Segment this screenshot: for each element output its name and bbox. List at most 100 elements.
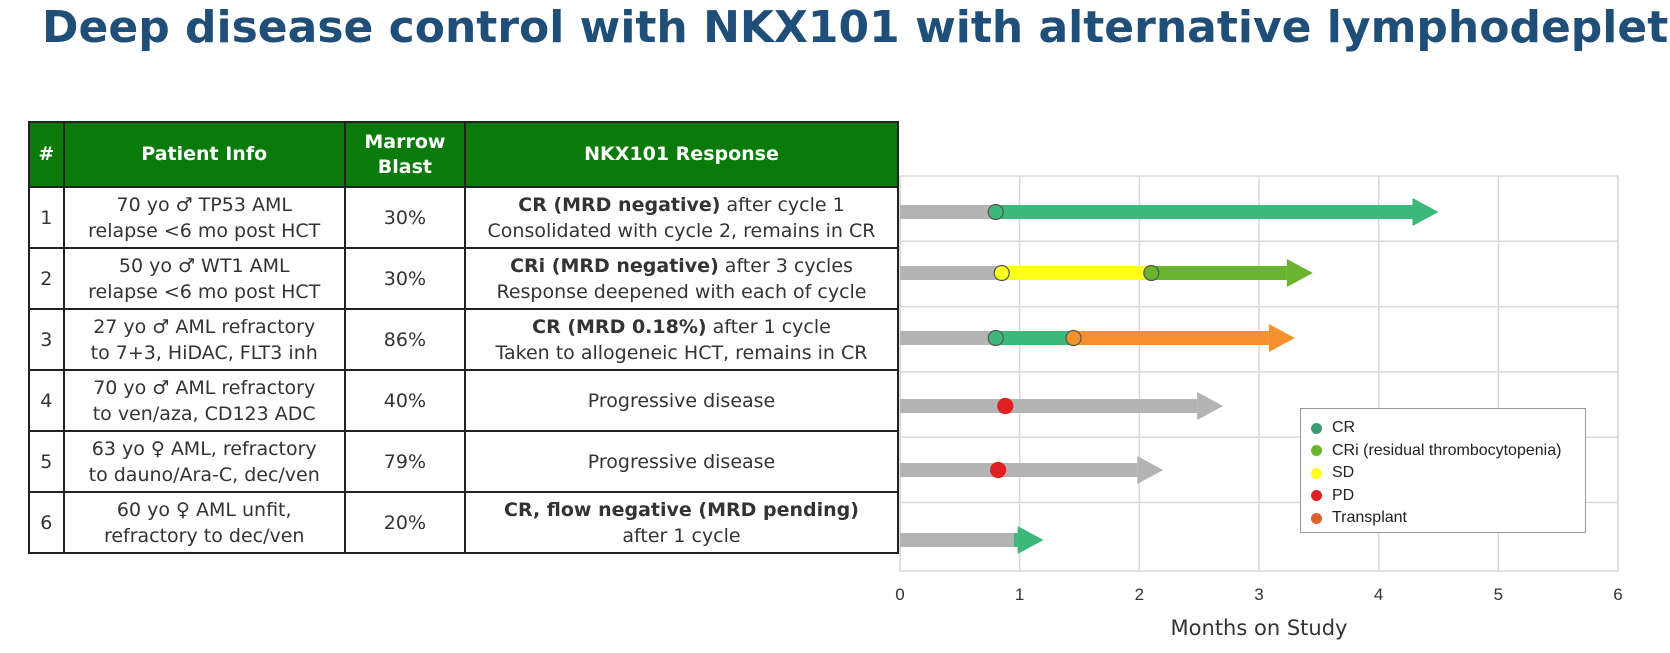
- cell-patient-info: 63 yo ♀ AML, refractory to dauno/Ara-C, d…: [62, 430, 346, 493]
- cell-patient-info: 70 yo ♂ AML refractory to ven/aza, CD123 …: [62, 369, 346, 432]
- patient-info-line1: 50 yo ♂ WT1 AML: [118, 254, 290, 277]
- legend-label: SD: [1332, 464, 1355, 481]
- response-line1: CRi (MRD negative) after 3 cycles: [470, 253, 893, 279]
- swimmer-bar-segment: [1001, 266, 1152, 280]
- patient-number: 2: [40, 267, 53, 290]
- x-axis-label: Months on Study: [1171, 616, 1348, 640]
- patient-number: 4: [40, 389, 53, 412]
- response-detail: after 1 cycle: [622, 524, 741, 547]
- legend-dot-icon: [1311, 512, 1322, 524]
- marrow-blast-value: 30%: [383, 206, 427, 229]
- swimmer-arrow-head: [1412, 198, 1439, 226]
- cell-patient-info: 27 yo ♂ AML refractory to 7+3, HiDAC, FLT…: [62, 308, 346, 371]
- patient-info-line1: 63 yo ♀ AML, refractory: [91, 437, 317, 460]
- cell-response: CR, flow negative (MRD pending) after 1 c…: [464, 491, 899, 554]
- response-emphasis: CR (MRD 0.18%): [532, 315, 707, 338]
- patient-info-line2: refractory to dec/ven: [103, 524, 305, 547]
- cell-num: 3: [28, 308, 65, 371]
- response-detail: Taken to allogeneic HCT, remains in CR: [495, 341, 868, 364]
- cell-response: Progressive disease: [464, 369, 899, 432]
- event-marker: [987, 329, 1004, 347]
- cell-marrow-blast: 86%: [343, 308, 467, 371]
- patient-info-line1: 27 yo ♂ AML refractory: [93, 315, 316, 338]
- legend-item: CR: [1311, 419, 1355, 437]
- patient-info-line1: 70 yo ♂ TP53 AML: [116, 193, 292, 216]
- marrow-blast-value: 86%: [383, 328, 427, 351]
- swimmer-bar-segment: [900, 205, 996, 219]
- marrow-blast-value: 30%: [383, 267, 427, 290]
- cell-num: 2: [28, 247, 65, 310]
- patient-info-line1: 70 yo ♂ AML refractory: [93, 376, 316, 399]
- patient-info-line2: to dauno/Ara-C, dec/ven: [88, 463, 320, 486]
- swimmer-bar-segment: [1013, 533, 1018, 547]
- legend-item: PD: [1311, 487, 1354, 505]
- cell-marrow-blast: 30%: [343, 186, 467, 249]
- swimmer-bar-segment: [900, 266, 1002, 280]
- patient-number: 1: [40, 206, 53, 229]
- response-text: after 1 cycle: [706, 315, 831, 338]
- response-emphasis: CR, flow negative (MRD pending): [504, 498, 859, 521]
- legend-dot-icon: [1311, 445, 1322, 456]
- marrow-blast-value: 79%: [383, 450, 427, 473]
- x-tick-label: 0: [895, 585, 904, 604]
- legend-dot-icon: [1311, 490, 1322, 501]
- legend-label: PD: [1332, 486, 1355, 504]
- swimmer-bar-segment: [1151, 266, 1287, 280]
- legend-label: Transplant: [1332, 509, 1407, 526]
- swimmer-arrow-head: [1017, 526, 1044, 554]
- cell-patient-info: 70 yo ♂ TP53 AML relapse <6 mo post HCT: [62, 186, 346, 249]
- marrow-blast-value: 40%: [383, 389, 427, 412]
- response-line1: Progressive disease: [470, 449, 893, 475]
- patient-table: # Patient Info Marrow Blast NKX101 Respo…: [28, 121, 899, 554]
- cell-patient-info: 50 yo ♂ WT1 AML relapse <6 mo post HCT: [62, 247, 346, 310]
- header-marrow-blast-line2: Blast: [377, 155, 432, 178]
- cell-marrow-blast: 40%: [343, 369, 467, 432]
- x-tick-label: 1: [1015, 585, 1024, 604]
- marrow-blast-value: 20%: [383, 511, 427, 534]
- response-detail: Consolidated with cycle 2, remains in CR: [487, 219, 876, 242]
- cell-response: CRi (MRD negative) after 3 cycles Respons…: [464, 247, 899, 310]
- response-line1: CR, flow negative (MRD pending): [470, 497, 893, 523]
- chart-legend: CR CRi (residual thrombocytopenia) SD PD Tra…: [1300, 408, 1586, 533]
- patient-info-line2: relapse <6 mo post HCT: [88, 219, 321, 242]
- table-row: 3 27 yo ♂ AML refractory to 7+3, HiDAC, FL…: [28, 308, 899, 371]
- response-text: Progressive disease: [587, 450, 776, 473]
- event-marker: [987, 203, 1004, 221]
- swimmer-bar-segment: [1073, 331, 1269, 345]
- header-marrow-blast-line1: Marrow: [364, 130, 446, 153]
- response-text: after 3 cycles: [718, 254, 853, 277]
- cell-patient-info: 60 yo ♀ AML unfit, refractory to dec/ven: [62, 491, 346, 554]
- response-line1: CR (MRD 0.18%) after 1 cycle: [470, 314, 893, 340]
- swimmer-bar-segment: [900, 331, 996, 345]
- table-row: 5 63 yo ♀ AML, refractory to dauno/Ara-C, …: [28, 430, 899, 493]
- swimmer-bar-segment: [900, 399, 1198, 413]
- cell-marrow-blast: 30%: [343, 247, 467, 310]
- response-line2: after 1 cycle: [470, 523, 893, 549]
- table-row: 2 50 yo ♂ WT1 AML relapse <6 mo post HCT 30…: [28, 247, 899, 310]
- response-text: after cycle 1: [720, 193, 845, 216]
- response-line2: Response deepened with each of cycle: [470, 279, 893, 305]
- response-text: Progressive disease: [587, 389, 776, 412]
- header-response: NKX101 Response: [464, 121, 899, 188]
- legend-item: CRi (residual thrombocytopenia): [1311, 442, 1561, 460]
- event-marker: [993, 264, 1010, 282]
- patient-number: 3: [40, 328, 53, 351]
- patient-info-line2: to 7+3, HiDAC, FLT3 inh: [90, 341, 318, 364]
- header-num: #: [28, 121, 65, 188]
- response-emphasis: CR (MRD negative): [518, 193, 721, 216]
- swimmer-bar-segment: [900, 533, 1014, 547]
- x-tick-label: 4: [1374, 585, 1383, 604]
- cell-response: CR (MRD negative) after cycle 1 Consolida…: [464, 186, 899, 249]
- event-marker: [997, 397, 1014, 415]
- legend-label: CRi (residual thrombocytopenia): [1332, 441, 1562, 459]
- response-line2: Consolidated with cycle 2, remains in CR: [470, 218, 893, 244]
- patient-info-line2: relapse <6 mo post HCT: [88, 280, 321, 303]
- swimmer-arrow-head: [1137, 456, 1164, 484]
- cell-num: 4: [28, 369, 65, 432]
- patient-number: 6: [40, 511, 53, 534]
- response-detail: Response deepened with each of cycle: [496, 280, 867, 303]
- table-row: 1 70 yo ♂ TP53 AML relapse <6 mo post HCT 3…: [28, 186, 899, 249]
- cell-num: 5: [28, 430, 65, 493]
- swimmer-bar-segment: [995, 205, 1413, 219]
